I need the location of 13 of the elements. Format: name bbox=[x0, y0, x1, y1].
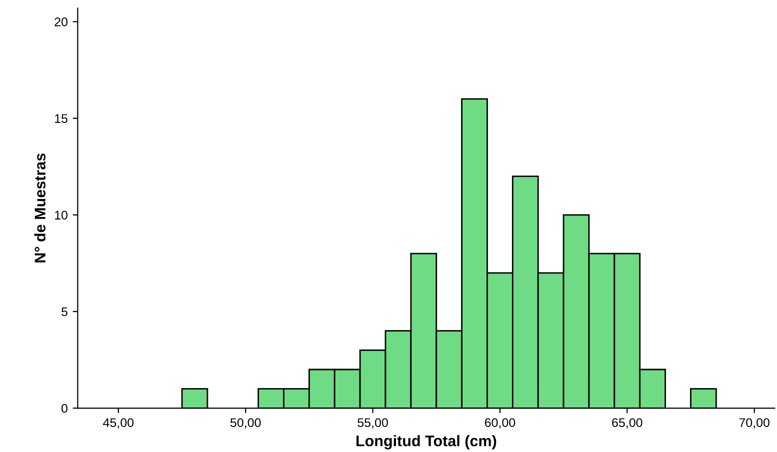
y-tick-label: 20 bbox=[54, 17, 68, 26]
x-tick-label: 50,00 bbox=[230, 418, 261, 429]
y-tick-label: 10 bbox=[55, 210, 68, 220]
x-tick-label: 65,00 bbox=[612, 418, 642, 429]
y-tick-label: 0 bbox=[62, 404, 68, 413]
y-tick-label: 5 bbox=[62, 307, 68, 316]
y-axis-title: N° de Muestras bbox=[34, 154, 46, 262]
x-tick-label: 55,00 bbox=[358, 418, 388, 429]
x-tick-label: 60,00 bbox=[484, 418, 516, 429]
x-tick-label: 70,00 bbox=[739, 418, 770, 429]
y-tick-label: 15 bbox=[55, 114, 68, 123]
x-axis-title: Longitud Total (cm) bbox=[356, 435, 496, 450]
x-tick-label: 45,00 bbox=[103, 418, 134, 429]
